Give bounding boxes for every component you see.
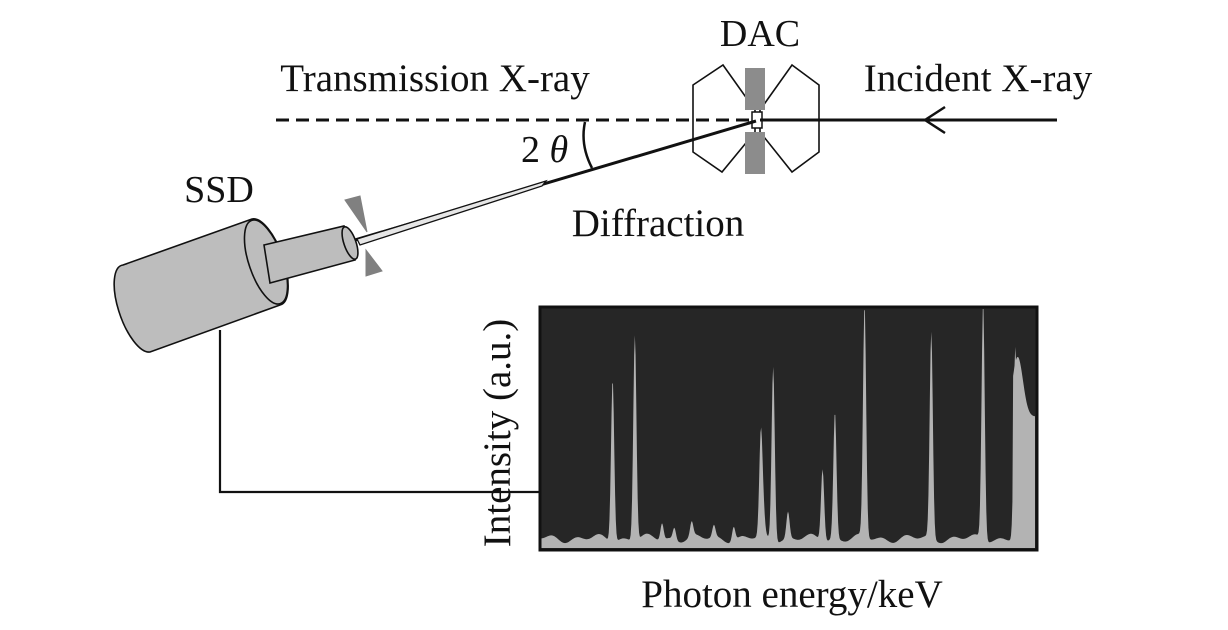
two-theta-symbol: θ [550, 129, 569, 171]
transmission-label: Transmission X-ray [280, 57, 590, 100]
spectrum-border [538, 305, 1039, 552]
collimator-bottom [365, 248, 383, 277]
spectrum-frame [540, 307, 1037, 550]
ssd-label: SSD [184, 169, 254, 211]
dac-gasket-top [745, 68, 765, 110]
spectrum-chart [538, 305, 1039, 552]
ssd-detector [113, 218, 359, 353]
spectrum-area [541, 309, 1035, 548]
two-theta-arc [582, 121, 594, 169]
signal-cable [218, 330, 540, 494]
incident-label: Incident X-ray [864, 57, 1093, 100]
spectrum-x-axis-label: Photon energy/keV [641, 573, 943, 616]
collimator-top [344, 195, 368, 233]
incident-arrow-icon [922, 105, 946, 135]
two-theta-number: 2 [521, 129, 540, 171]
two-theta-label: 2 θ [521, 129, 568, 171]
dac-label: DAC [720, 13, 800, 55]
ssd-snout-face [341, 226, 359, 260]
diffraction-label: Diffraction [572, 202, 745, 245]
ssd-snout [263, 225, 357, 285]
dac-gasket-bottom [745, 132, 765, 174]
spectrum-y-axis-label: Intensity (a.u.) [476, 319, 519, 548]
diffraction-cone [356, 179, 548, 246]
